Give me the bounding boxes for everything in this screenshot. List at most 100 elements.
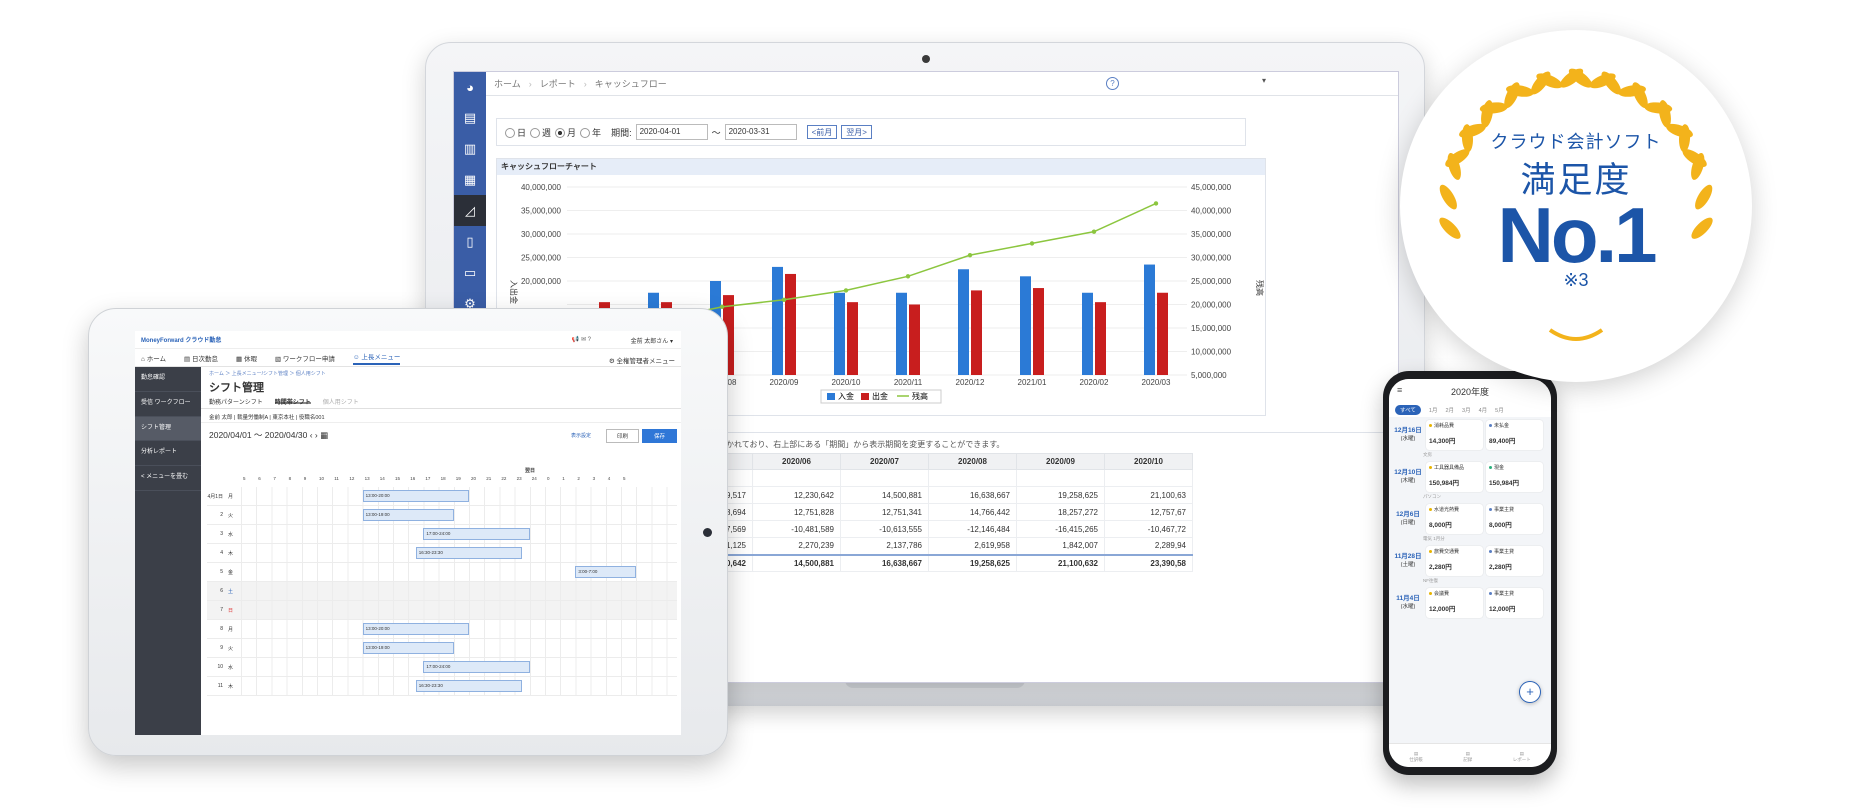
row-weekday: 日 (228, 607, 234, 614)
shift-block[interactable]: 13:00-19:00 (362, 642, 454, 654)
add-document-icon[interactable]: ▤ (463, 109, 477, 125)
start-date-input[interactable]: 2020-04-01 (635, 124, 708, 140)
sidebar-item[interactable]: 分析レポート (135, 441, 201, 467)
entry-card[interactable]: 事業主貸 2,280円 (1486, 546, 1543, 576)
shift-block[interactable]: 13:00-19:00 (362, 509, 454, 521)
entry-cards: 水道光熱費 8,000円 事業主貸 8,000円 (1426, 504, 1547, 534)
chevron-down-icon[interactable]: ▾ (1262, 76, 1267, 85)
brand-logo[interactable]: MoneyForward クラウド勤怠 (141, 338, 222, 344)
admin-menu-link[interactable]: ⚙ 全権管理者メニュー (608, 358, 675, 365)
add-entry-button[interactable]: + (1519, 681, 1541, 703)
month-tab[interactable]: 3月 (1462, 408, 1471, 414)
category-label: 旅費交通費 (1434, 549, 1460, 555)
menu-item[interactable]: ▧ ワークフロー申請 (275, 353, 335, 363)
tab-time-shift[interactable]: 時間帯シフト (274, 397, 311, 406)
menu-item[interactable]: ▦ 休暇 (236, 353, 257, 363)
row-cells[interactable] (241, 563, 677, 582)
shift-block[interactable]: 17:00-24:00 (423, 528, 530, 540)
shift-block[interactable]: 16:30-23:30 (415, 680, 523, 692)
row-date: 8 (220, 626, 223, 632)
menu-item[interactable]: ☺ 上長メニュー (352, 351, 401, 365)
bar-income (896, 292, 907, 375)
row-cells[interactable] (241, 506, 677, 525)
menu-item[interactable]: ▤ 日次勤怠 (184, 353, 218, 363)
row-cells[interactable] (241, 582, 677, 601)
card-icon[interactable]: ▭ (463, 264, 477, 280)
prev-range-icon[interactable]: ‹ (309, 430, 315, 440)
radio-day[interactable]: 日 (505, 126, 526, 139)
breadcrumb[interactable]: ホーム ＞ 上長メニュー/シフト管理 ＞ 個人用シフト (209, 371, 326, 377)
chart-icon[interactable]: ◿ (454, 195, 486, 226)
radio-year[interactable]: 年 (580, 126, 601, 139)
entry-category: 旅費交通費 (1429, 548, 1480, 555)
user-menu[interactable]: 金前 太郎さん ▾ (630, 339, 673, 345)
tab-personal-shift[interactable]: 個人用シフト (322, 400, 359, 406)
entry-card[interactable]: 事業主貸 12,000円 (1486, 588, 1543, 618)
hour-label: 23 (516, 476, 522, 481)
list-item[interactable]: 12月10日 (木曜) 工具器具備品 150,984円 現金 150,984円 (1389, 459, 1551, 493)
list-item[interactable]: 12月6日 (日曜) 水道光熱費 8,000円 事業主貸 8,000円 (1389, 501, 1551, 535)
view-settings-link[interactable]: 表示設定 (570, 433, 591, 439)
prev-month-button[interactable]: <前月 (806, 125, 838, 139)
tablet-frame: MoneyForward クラウド勤怠 📢 ✉ ? 金前 太郎さん ▾ ⌂ ホー… (88, 308, 728, 756)
sidebar-item[interactable]: シフト管理 (135, 416, 201, 442)
table-cell: 2,270,239 (752, 537, 841, 555)
month-tab[interactable]: すべて (1395, 405, 1421, 415)
menu-icon[interactable]: ≡ (1397, 385, 1403, 395)
breadcrumb-home[interactable]: ホーム (494, 79, 521, 89)
list-item[interactable]: 11月4日 (水曜) 会議費 12,000円 事業主貸 12,000円 (1389, 585, 1551, 619)
logo-icon[interactable]: ◕ (466, 79, 474, 95)
document-icon[interactable]: ▥ (463, 140, 477, 156)
next-range-icon[interactable]: › (314, 430, 321, 440)
notification-icon[interactable]: 📢 ✉ ? (571, 337, 591, 343)
entry-card[interactable]: 消耗品費 14,300円 (1426, 420, 1483, 450)
breadcrumb-report[interactable]: レポート (539, 79, 576, 89)
shift-block[interactable]: 17:00-24:00 (423, 661, 530, 673)
entry-card[interactable]: 事業主貸 8,000円 (1486, 504, 1543, 534)
radio-month[interactable]: 月 (555, 126, 576, 139)
save-button[interactable]: 保存 (641, 429, 677, 443)
entry-card[interactable]: 会議費 12,000円 (1426, 588, 1483, 618)
entry-card[interactable]: 旅費交通費 2,280円 (1426, 546, 1483, 576)
next-month-button[interactable]: 翌月> (841, 125, 872, 139)
row-cells[interactable] (241, 639, 677, 658)
bottom-nav-item[interactable]: ▤ 仕訳帳 (1409, 751, 1423, 763)
main-menu: ⌂ ホーム ▤ 日次勤怠 ▦ 休暇 ▧ ワークフロー申請 ☺ 上長メニュー (135, 349, 681, 367)
entry-card[interactable]: 工具器具備品 150,984円 (1426, 462, 1483, 492)
ledger-icon[interactable]: ▯ (466, 233, 474, 249)
entry-card[interactable]: 水道光熱費 8,000円 (1426, 504, 1483, 534)
bottom-nav-item[interactable]: ▤ レポート (1513, 751, 1531, 763)
list-item[interactable]: 12月16日 (水曜) 消耗品費 14,300円 未払金 89,400円 (1389, 417, 1551, 451)
calendar-icon[interactable]: ▦ (320, 430, 329, 440)
end-date-input[interactable]: 2020-03-31 (724, 124, 797, 140)
balance-point (719, 304, 725, 310)
shift-block[interactable]: 16:30-23:30 (415, 547, 523, 559)
entry-card[interactable]: 現金 150,984円 (1486, 462, 1543, 492)
shift-toolbar: 2020/04/01 〜 2020/04/30 ‹ › ▦ 表示設定 印刷 保存 (201, 423, 681, 447)
month-tab[interactable]: 1月 (1428, 408, 1438, 414)
month-tab[interactable]: 2月 (1445, 408, 1455, 414)
list-item[interactable]: 11月28日 (土曜) 旅費交通費 2,280円 事業主貸 2,280円 (1389, 543, 1551, 577)
settings-icon[interactable]: ⚙ (464, 295, 476, 311)
hour-header: 5 6 7 8 9 10 11 12 13 14 15 16 17 18 19 20 21 22 23 24 0 1 2 3 4… (207, 475, 677, 487)
tab-pattern-shift[interactable]: 勤務パターンシフト (209, 400, 263, 406)
month-tab[interactable]: 5月 (1495, 408, 1504, 414)
book-icon[interactable]: ▦ (463, 171, 477, 187)
shift-block[interactable]: 13:00-20:00 (362, 490, 469, 502)
print-button[interactable]: 印刷 (605, 429, 639, 443)
column-header: 2020/10 (1104, 453, 1193, 470)
shift-block[interactable]: 13:00-20:00 (362, 623, 469, 635)
help-icon[interactable]: ? (1106, 77, 1119, 90)
radio-week[interactable]: 週 (530, 126, 551, 139)
entry-card[interactable]: 未払金 89,400円 (1486, 420, 1543, 450)
sidebar-item[interactable]: 勤怠確認 (135, 367, 201, 392)
phone-screen: ≡ 2020年度 すべて 1月 2月 3月 4月 5月 12月16日 (水曜) 消耗品費 14,… (1389, 379, 1551, 767)
row-cells[interactable] (241, 601, 677, 620)
sidebar-item[interactable]: < メニューを畳む (135, 466, 201, 491)
shift-block[interactable]: 3:00-7:00 (575, 566, 637, 578)
sidebar-item[interactable]: 受信 ワークフロー (135, 392, 201, 417)
bottom-nav-item[interactable]: ▤ 記録 (1463, 751, 1472, 763)
column-header: 2020/07 (840, 453, 929, 470)
month-tab[interactable]: 4月 (1478, 408, 1488, 414)
menu-item[interactable]: ⌂ ホーム (141, 353, 166, 363)
